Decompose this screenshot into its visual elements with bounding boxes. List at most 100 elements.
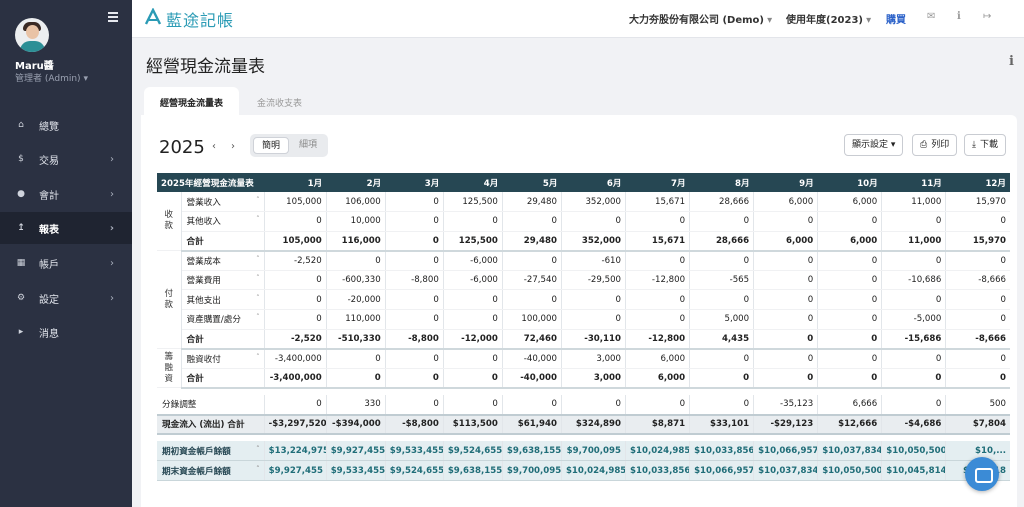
table-cell: 0 bbox=[384, 250, 444, 271]
hamburger-menu-icon[interactable] bbox=[108, 12, 118, 22]
table-cell: 106,000 bbox=[325, 192, 386, 213]
table-cell: 6,000 bbox=[817, 192, 882, 213]
table-cell: $10,037,834 bbox=[817, 441, 882, 462]
table-cell: -2,520 bbox=[263, 250, 327, 271]
table-cell: -$8,800 bbox=[384, 413, 444, 436]
chevron-right-icon: › bbox=[109, 222, 114, 234]
group-label-text: 籌融資 bbox=[164, 351, 173, 384]
buy-link[interactable]: 購買 bbox=[886, 15, 906, 26]
table-cell: 0 bbox=[263, 289, 327, 311]
prev-year-icon[interactable]: ‹ bbox=[212, 141, 216, 152]
table-cell: -8,800 bbox=[384, 270, 444, 291]
expand-caret-icon[interactable]: ˄ bbox=[256, 444, 260, 453]
user-role-dropdown[interactable]: 管理者 (Admin) bbox=[15, 71, 88, 84]
info-icon[interactable]: i bbox=[1009, 54, 1014, 69]
table-cell: -565 bbox=[689, 270, 754, 291]
table-cell: 0 bbox=[560, 309, 626, 330]
nav-item-transactions[interactable]: $ 交易 › bbox=[0, 143, 132, 175]
table-cell: $10,033,856 bbox=[689, 441, 754, 462]
row-label[interactable]: 其他支出 ˄ bbox=[181, 289, 265, 311]
group-label: 付款 bbox=[157, 250, 182, 350]
row-label[interactable]: 資產購置/處分 ˄ bbox=[181, 309, 265, 330]
nav-item-overview[interactable]: ⌂ 總覽 bbox=[0, 109, 132, 141]
chevron-right-icon: › bbox=[110, 292, 114, 304]
table-cell: $10,... bbox=[945, 441, 1010, 462]
row-label-text: 合計 bbox=[186, 236, 204, 247]
nav-item-reports[interactable]: ↥ 報表 › bbox=[0, 212, 132, 244]
table-cell: 11,000 bbox=[881, 230, 946, 252]
table-cell: 0 bbox=[442, 348, 503, 369]
table-cell: -35,123 bbox=[753, 394, 818, 416]
table-cell: $9,700,095 bbox=[501, 460, 562, 481]
year-label: 2025 bbox=[159, 137, 205, 158]
table-cell: 0 bbox=[817, 289, 882, 311]
table-cell: 0 bbox=[624, 211, 690, 232]
tab-fund-flow[interactable]: 金流收支表 bbox=[257, 99, 303, 109]
table-cell: -27,540 bbox=[501, 270, 562, 291]
expand-caret-icon[interactable]: ˄ bbox=[256, 274, 260, 283]
table-cell: 0 bbox=[560, 394, 626, 416]
avatar[interactable] bbox=[15, 18, 49, 52]
table-header-row: 2025年經營現金流量表 1月 2月 3月 4月 5月 6月 7月 8月 9月 … bbox=[157, 173, 1010, 192]
row-label: 現金流入 (流出) 合計 bbox=[157, 413, 265, 436]
table-cell: -15,686 bbox=[881, 328, 946, 350]
cash-flow-table: 2025年經營現金流量表 1月 2月 3月 4月 5月 6月 7月 8月 9月 … bbox=[157, 173, 1010, 481]
expand-caret-icon[interactable]: ˄ bbox=[256, 352, 260, 361]
expand-caret-icon[interactable]: ˄ bbox=[256, 215, 260, 224]
table-cell: 15,671 bbox=[624, 192, 690, 213]
table-cell: -8,666 bbox=[945, 328, 1010, 350]
table-cell: 0 bbox=[624, 289, 690, 311]
table-cell: $10,024,985 bbox=[624, 441, 690, 462]
mail-icon[interactable]: ✉ bbox=[927, 11, 936, 22]
nav-item-accounts[interactable]: ▦ 帳戶 › bbox=[0, 247, 132, 279]
download-button[interactable]: ⤓ 下載 bbox=[964, 134, 1006, 156]
nav-item-settings[interactable]: ⚙ 設定 › bbox=[0, 282, 132, 314]
expand-caret-icon[interactable]: ˄ bbox=[256, 195, 260, 204]
table-cell: 3,000 bbox=[560, 348, 626, 369]
row-label[interactable]: 營業收入 ˄ bbox=[181, 192, 265, 213]
view-simple-button[interactable]: 簡明 bbox=[253, 137, 289, 154]
year-selector[interactable]: 使用年度(2023) bbox=[786, 11, 871, 26]
table-cell: 0 bbox=[560, 211, 626, 232]
print-button[interactable]: ⎙ 列印 bbox=[912, 134, 958, 156]
month-header: 11月 bbox=[881, 173, 946, 192]
row-label[interactable]: 融資收付 ˄ bbox=[181, 348, 265, 369]
table-cell: 330 bbox=[325, 394, 386, 416]
view-detail-button[interactable]: 細項 bbox=[298, 140, 317, 150]
row-label[interactable]: 營業費用 ˄ bbox=[181, 270, 265, 291]
table-cell: $33,101 bbox=[689, 413, 754, 436]
expand-caret-icon[interactable]: ˄ bbox=[256, 293, 260, 302]
table-cell: 0 bbox=[501, 250, 562, 271]
tab-cash-flow[interactable]: 經營現金流量表 bbox=[144, 87, 240, 115]
month-header: 9月 bbox=[753, 173, 818, 192]
next-year-icon[interactable]: › bbox=[231, 141, 235, 152]
nav-item-accounting[interactable]: ● 會計 › bbox=[0, 178, 132, 210]
print-label: 列印 bbox=[931, 140, 950, 150]
table-cell: 0 bbox=[753, 309, 818, 330]
row-label[interactable]: 營業成本 ˄ bbox=[181, 250, 265, 271]
row-label[interactable]: 期末資金帳戶餘額 ˄ bbox=[157, 460, 265, 481]
expand-caret-icon[interactable]: ˄ bbox=[256, 254, 260, 263]
display-settings-button[interactable]: 顯示設定 ▾ bbox=[844, 134, 904, 156]
table-cell: 29,480 bbox=[501, 192, 562, 213]
logout-icon[interactable]: ↦ bbox=[983, 11, 992, 22]
chat-button[interactable] bbox=[965, 457, 999, 491]
table-cell: 105,000 bbox=[263, 192, 327, 213]
company-selector[interactable]: 大力夯股份有限公司 (Demo) bbox=[629, 11, 772, 26]
table-cell: 0 bbox=[753, 250, 818, 271]
row-label[interactable]: 期初資金帳戶餘額 ˄ bbox=[157, 441, 265, 462]
table-cell: 0 bbox=[384, 348, 444, 369]
table-cell: 0 bbox=[817, 250, 882, 271]
row-label[interactable]: 其他收入 ˄ bbox=[181, 211, 265, 232]
row-label: 分錄調整 bbox=[157, 394, 265, 416]
table-cell: 0 bbox=[442, 211, 503, 232]
expand-caret-icon[interactable]: ˄ bbox=[256, 464, 260, 473]
table-cell: $10,066,957 bbox=[753, 441, 818, 462]
info-icon[interactable]: i bbox=[957, 11, 961, 22]
row-label-text: 期初資金帳戶餘額 bbox=[162, 446, 231, 457]
nav-item-news[interactable]: ▸ 消息 bbox=[0, 316, 132, 348]
logo-text[interactable]: 藍途記帳 bbox=[166, 11, 235, 30]
table-cell: 15,970 bbox=[945, 230, 1010, 252]
expand-caret-icon[interactable]: ˄ bbox=[256, 313, 260, 322]
table-row: 其他支出 ˄ 0 -20,000 0 0 0 0 0 0 0 0 0 0 bbox=[157, 289, 1010, 311]
